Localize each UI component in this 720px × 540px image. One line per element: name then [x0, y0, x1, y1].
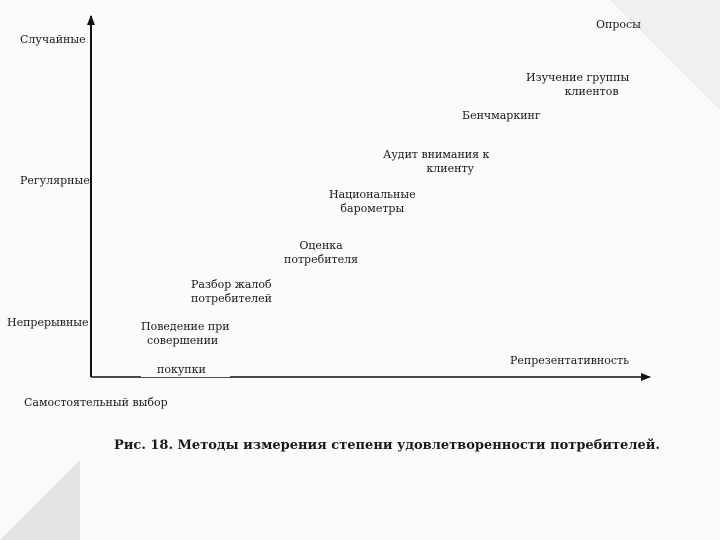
method-complaint-analysis: Разбор жалоб потребителей [191, 278, 272, 306]
method-purchase-behavior-line2: совершении [147, 334, 219, 347]
method-attention-audit-line1: Аудит внимания к [383, 148, 490, 161]
method-benchmarking: Бенчмаркинг [462, 109, 541, 122]
y-label-random: Случайные [20, 33, 86, 46]
method-national-barometers: Национальные барометры [329, 188, 416, 216]
method-client-group-study-line2: клиентов [564, 85, 619, 98]
method-attention-audit-line2: клиенту [426, 162, 475, 175]
method-client-group-study: Изучение группы клиентов [526, 71, 629, 99]
method-national-barometers-line2: барометры [340, 202, 405, 215]
method-purchase-behavior-line3: покупки [141, 363, 230, 377]
corner-decoration-top [610, 0, 720, 110]
method-purchase-behavior-line1: Поведение при [141, 320, 230, 333]
y-label-continuous: Непрерывные [7, 316, 89, 329]
x-label-self-selection: Самостоятельный выбор [24, 396, 168, 409]
method-purchase-behavior: Поведение при совершении покупки [141, 320, 230, 377]
method-consumer-assessment-line2: потребителя [284, 253, 359, 266]
method-complaint-analysis-line2: потребителей [191, 292, 272, 305]
method-attention-audit: Аудит внимания к клиенту [383, 148, 489, 176]
method-consumer-assessment: Оценка потребителя [284, 239, 358, 267]
method-national-barometers-line1: Национальные [329, 188, 416, 201]
method-surveys: Опросы [596, 18, 641, 31]
corner-decoration-bottom [0, 460, 80, 540]
y-label-regular: Регулярные [20, 174, 90, 187]
x-label-representativeness: Репрезентативность [510, 354, 630, 367]
method-complaint-analysis-line1: Разбор жалоб [191, 278, 272, 291]
figure-caption: Рис. 18. Методы измерения степени удовле… [114, 438, 660, 453]
method-consumer-assessment-line1: Оценка [299, 239, 343, 252]
method-client-group-study-line1: Изучение группы [526, 71, 630, 84]
